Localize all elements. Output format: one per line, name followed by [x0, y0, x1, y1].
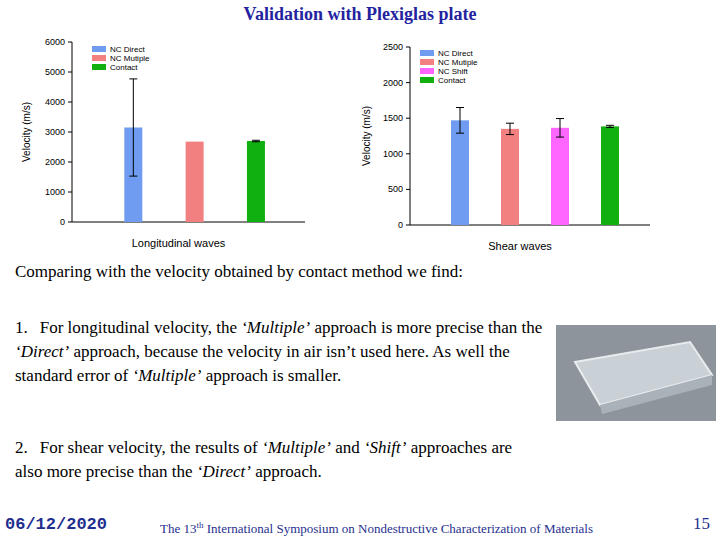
point-text: For shear velocity, the results of [40, 438, 262, 457]
bar [451, 120, 469, 225]
bar [551, 128, 569, 225]
y-tick [68, 132, 72, 133]
legend-label: NC Shift [438, 67, 469, 76]
legend: NC DirectNC MutipleNC ShiftContact [420, 49, 478, 85]
error-bar [606, 125, 614, 127]
y-tick-label: 2500 [383, 42, 403, 52]
point-text: approach is smaller. [201, 366, 341, 385]
y-tick [68, 222, 72, 223]
point-text: ‘Direct’ [15, 342, 69, 361]
footer-text: The 13th International Symposium on Nond… [160, 520, 593, 537]
legend-label: Contact [110, 63, 138, 72]
bar [501, 129, 519, 225]
y-tick-label: 500 [388, 184, 403, 194]
intro: Comparing with the velocity obtained by … [15, 261, 715, 283]
legend-label: NC Mutiple [438, 58, 478, 67]
page-text: 15 [693, 514, 710, 533]
point-number: 2. [15, 438, 40, 457]
point-text: ‘Multiple’ [241, 318, 310, 337]
chart: 0 500 1000 1500 2000 2500 Velocity (m/s) Shear … [361, 42, 650, 252]
plot-area [124, 79, 265, 222]
y-tick-label: 5000 [45, 67, 65, 77]
y-tick-label: 6000 [45, 37, 65, 47]
y-tick [68, 42, 72, 43]
x-axis-label: Longitudinal waves [132, 237, 226, 249]
point-text: For longitudinal velocity, the [40, 318, 241, 337]
y-tick-label: 0 [60, 217, 65, 227]
error-bar [506, 123, 514, 134]
error-bar [456, 108, 464, 134]
legend-label: NC Direct [110, 45, 145, 54]
y-tick [68, 192, 72, 193]
date-text: 06/12/2020 [5, 515, 107, 534]
footer-date: 06/12/2020 [5, 515, 107, 534]
point-text: ‘Multiple’ [133, 366, 202, 385]
legend-label: NC Mutiple [110, 54, 150, 63]
legend-label: Contact [438, 76, 466, 85]
footer-segment: th [196, 520, 203, 530]
bar [247, 141, 265, 222]
y-axis-label: Velocity (m/s) [21, 102, 32, 162]
y-tick [406, 189, 410, 190]
legend-swatch [420, 59, 434, 65]
point-text: approach is more precise than the [310, 318, 542, 337]
y-tick [406, 153, 410, 154]
y-tick [406, 118, 410, 119]
point-number: 1. [15, 318, 40, 337]
plot-area [451, 108, 619, 225]
y-tick-label: 2000 [45, 157, 65, 167]
y-tick [406, 225, 410, 226]
y-tick-label: 2000 [383, 78, 403, 88]
bullet-point: 2.For shear velocity, the results of ‘Mu… [15, 436, 543, 484]
y-axis-label: Velocity (m/s) [361, 106, 372, 166]
y-tick-label: 4000 [45, 97, 65, 107]
y-tick-label: 0 [398, 220, 403, 230]
bar [601, 126, 619, 225]
legend-swatch [92, 64, 106, 70]
x-axis-label: Shear waves [488, 240, 552, 252]
intro-text: Comparing with the velocity obtained by … [15, 262, 463, 281]
error-bar [129, 79, 137, 176]
legend-swatch [92, 55, 106, 61]
legend-swatch [420, 50, 434, 56]
legend-swatch [92, 46, 106, 52]
y-tick-label: 1000 [383, 149, 403, 159]
y-tick [68, 102, 72, 103]
title-text: Validation with Plexiglas plate [244, 4, 477, 24]
y-tick [68, 72, 72, 73]
point-text: and [331, 438, 364, 457]
legend: NC DirectNC MutipleContact [92, 45, 150, 72]
point-text: ‘Multiple’ [262, 438, 331, 457]
slide-title: Validation with Plexiglas plate [0, 4, 720, 25]
y-tick-label: 3000 [45, 127, 65, 137]
legend-label: NC Direct [438, 49, 473, 58]
y-tick [68, 162, 72, 163]
point-text: ‘Direct’ [197, 462, 251, 481]
legend-swatch [420, 68, 434, 74]
bullet-point: 1.For longitudinal velocity, the ‘Multip… [15, 316, 543, 388]
y-tick [406, 47, 410, 48]
error-bar [556, 119, 564, 138]
bar [186, 142, 204, 222]
legend-swatch [420, 77, 434, 83]
y-tick-label: 1000 [45, 187, 65, 197]
photo [556, 325, 716, 421]
footer-segment: The 13 [160, 521, 196, 536]
y-axis [410, 47, 411, 225]
y-tick [406, 82, 410, 83]
y-tick-label: 1500 [383, 113, 403, 123]
footer-segment: International Symposium on Nondestructiv… [203, 521, 593, 536]
error-bar [252, 140, 260, 142]
point-text: approach. [251, 462, 322, 481]
chart: 0 1000 2000 3000 4000 5000 6000 Velocity (m/s) L… [21, 37, 305, 249]
page-number: 15 [680, 514, 710, 534]
point-text: ‘Shift’ [364, 438, 407, 457]
